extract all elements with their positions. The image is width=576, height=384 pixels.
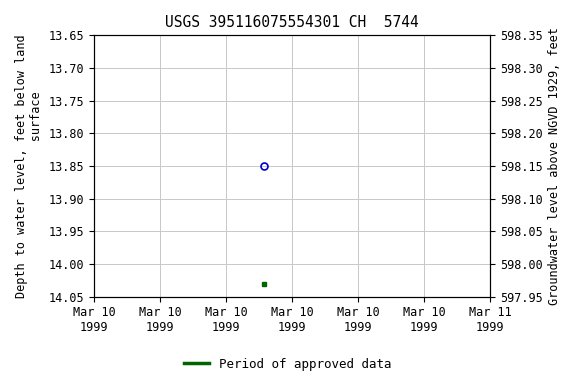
Y-axis label: Groundwater level above NGVD 1929, feet: Groundwater level above NGVD 1929, feet (548, 27, 561, 305)
Y-axis label: Depth to water level, feet below land
              surface: Depth to water level, feet below land su… (15, 34, 43, 298)
Title: USGS 395116075554301 CH  5744: USGS 395116075554301 CH 5744 (165, 15, 419, 30)
Legend: Period of approved data: Period of approved data (179, 353, 397, 376)
